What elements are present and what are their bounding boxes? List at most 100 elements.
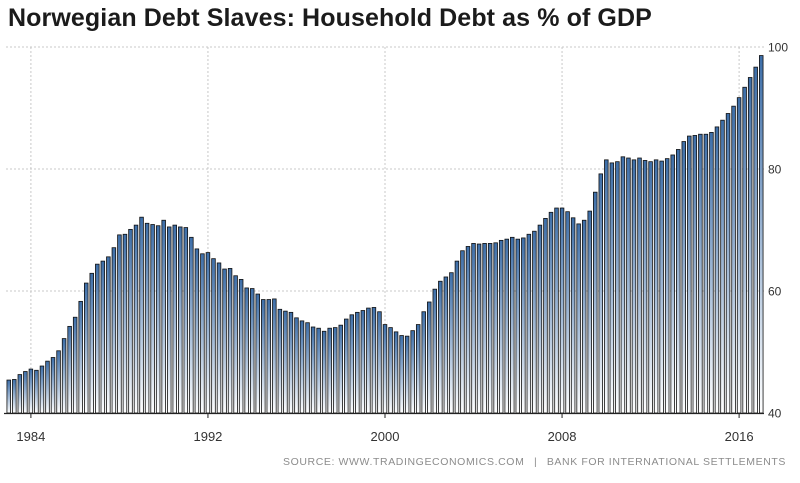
bar (283, 310, 288, 414)
bar (427, 301, 432, 414)
x-tick-label: 2008 (548, 429, 577, 444)
bar (332, 327, 338, 414)
bar (244, 287, 249, 414)
bar (155, 225, 161, 414)
bar (670, 154, 675, 414)
bar (559, 207, 565, 414)
bar (615, 161, 620, 414)
source-note: SOURCE: WWW.TRADINGECONOMICS.COM | BANK … (283, 456, 786, 468)
bar (161, 219, 166, 414)
bar (249, 288, 255, 414)
bar (581, 219, 587, 414)
bar (233, 275, 238, 414)
bar (377, 311, 382, 414)
bar (72, 316, 78, 414)
bar (554, 207, 559, 414)
bar (288, 311, 294, 414)
bar (344, 318, 349, 414)
bar (465, 246, 471, 414)
bar (227, 268, 233, 414)
y-tick-label: 40 (768, 407, 782, 421)
x-tick-label: 2016 (725, 429, 754, 444)
bar (111, 247, 117, 414)
bar (84, 282, 89, 414)
bar (626, 157, 631, 414)
bar (23, 371, 28, 414)
bar (338, 324, 343, 414)
bar (133, 224, 139, 414)
bar (216, 262, 222, 414)
bar (587, 210, 592, 414)
bar (200, 253, 205, 414)
bar (642, 160, 648, 414)
bar (415, 324, 421, 414)
bar (548, 211, 554, 414)
y-tick-label: 60 (768, 285, 782, 299)
bar (277, 308, 283, 414)
bar (122, 233, 128, 414)
bar (471, 243, 476, 414)
tick-labels: 40 60 80 100 1984 1992 2000 2008 2016 (16, 41, 788, 445)
bar (321, 330, 327, 414)
bar (183, 227, 189, 414)
bar (421, 311, 426, 414)
bar (211, 258, 216, 414)
bars (6, 55, 764, 414)
x-tick-label: 2000 (371, 429, 400, 444)
bar (703, 133, 709, 414)
bar (95, 263, 100, 414)
bar (449, 272, 454, 414)
bar (178, 226, 183, 414)
bar (565, 211, 570, 414)
bar (482, 243, 487, 414)
bar (498, 239, 504, 414)
bar (742, 86, 747, 414)
bar (460, 250, 465, 414)
bar (404, 335, 410, 414)
bar (731, 105, 736, 414)
bar (388, 327, 393, 414)
bar (355, 311, 360, 414)
bar (620, 156, 626, 414)
bar (100, 260, 106, 414)
bar (438, 280, 443, 414)
bar (150, 224, 155, 414)
bar (78, 300, 83, 414)
bar (443, 276, 449, 414)
bar (631, 159, 637, 414)
bar (316, 327, 321, 414)
bar (659, 160, 664, 414)
bar (310, 326, 316, 414)
bar (648, 161, 653, 414)
bar (681, 141, 687, 414)
bar (709, 131, 714, 414)
bar (56, 350, 61, 414)
axes (4, 412, 764, 418)
bar (393, 331, 399, 414)
bar (570, 217, 576, 414)
bar (6, 379, 11, 414)
bar (371, 307, 377, 414)
bar (432, 288, 438, 414)
bar (205, 252, 211, 414)
bar (604, 159, 609, 414)
bar (50, 357, 56, 414)
bar (117, 234, 122, 414)
bar (687, 135, 692, 414)
bar (720, 119, 725, 414)
bar (698, 133, 703, 414)
bar (39, 365, 45, 414)
bar (543, 218, 548, 414)
source-website: SOURCE: WWW.TRADINGECONOMICS.COM (282, 456, 525, 468)
bar (266, 299, 272, 414)
bar (753, 66, 758, 414)
bar (17, 374, 23, 414)
bar (399, 335, 404, 414)
bar (576, 223, 581, 414)
bar (139, 216, 144, 414)
bar (532, 230, 537, 414)
bar (676, 149, 681, 414)
source-institution: BANK FOR INTERNATIONAL SETTLEMENTS (546, 456, 786, 468)
bar (637, 157, 642, 414)
